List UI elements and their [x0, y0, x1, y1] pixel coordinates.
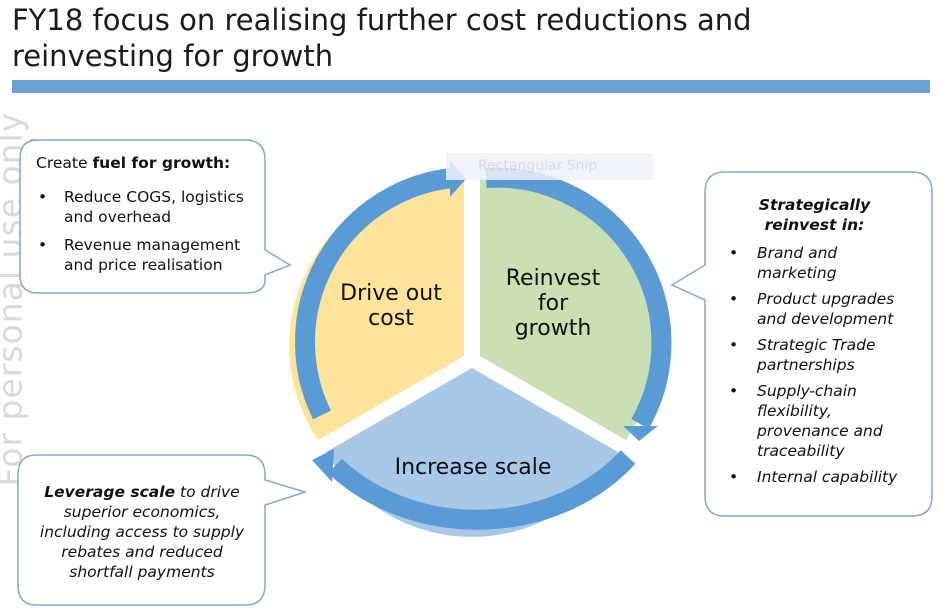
- bottom-callout-line-1: Leverage scale to drive: [22, 482, 262, 502]
- right-heading-line-2: reinvest in:: [764, 216, 865, 234]
- top-arc-arrow: [294, 168, 454, 420]
- bullet-line: partnerships: [757, 356, 855, 374]
- bottom-callout-text: Leverage scale to drive superior economi…: [22, 482, 262, 582]
- left-callout-intro-bold: fuel for growth:: [92, 154, 231, 172]
- page-title: FY18 focus on realising further cost red…: [12, 2, 912, 74]
- bullet-line: marketing: [757, 264, 837, 282]
- list-item: Revenue management and price realisation: [36, 235, 261, 275]
- bottom-callout-line-4: rebates and reduced: [61, 543, 223, 561]
- reinvest-line-1: Reinvest: [505, 266, 601, 291]
- bottom-arrowhead-icon: [312, 449, 334, 482]
- bullet-line: flexibility,: [757, 402, 832, 420]
- list-item: Product upgrades and development: [727, 289, 922, 329]
- right-callout-heading: Strategically reinvest in:: [727, 195, 922, 235]
- reinvest-line-3: growth: [514, 316, 592, 341]
- bottom-callout-bold: Leverage scale: [44, 483, 176, 501]
- list-item: Strategic Trade partnerships: [727, 335, 922, 375]
- bullet-line: Brand and: [757, 244, 838, 262]
- bullet-line: provenance and: [757, 422, 883, 440]
- bullet-line: and price realisation: [64, 256, 223, 274]
- bullet-line: Reduce COGS, logistics: [64, 188, 244, 206]
- left-callout-intro: Create fuel for growth:: [36, 153, 261, 173]
- bottom-callout-line-3: including access to supply: [39, 523, 245, 541]
- bullet-line: traceability: [757, 442, 845, 460]
- bottom-callout-box: [17, 454, 308, 606]
- right-heading-line-1: Strategically: [758, 196, 871, 214]
- drive-out-cost-line-2: cost: [368, 306, 414, 331]
- list-item: Reduce COGS, logistics and overhead: [36, 187, 261, 227]
- right-arc-arrow: [485, 167, 672, 429]
- bullet-line: Supply-chain: [757, 382, 857, 400]
- left-callout-intro-plain: Create: [36, 154, 93, 172]
- title-underline-bar: [12, 80, 930, 93]
- right-arrowhead-icon: [623, 426, 658, 441]
- bottom-arc-arrow: [328, 450, 636, 530]
- list-item: Brand and marketing: [727, 243, 922, 283]
- bullet-line: Product upgrades: [757, 290, 895, 308]
- bullet-line: Revenue management: [64, 236, 241, 254]
- list-item: Supply-chain flexibility, provenance and…: [727, 381, 922, 461]
- bullet-line: and overhead: [64, 208, 172, 226]
- increase-scale-label: Increase scale: [394, 455, 552, 480]
- title-line-2: reinvesting for growth: [12, 39, 334, 73]
- reinvest-label: Reinvest for growth: [492, 266, 614, 341]
- right-callout-text: Strategically reinvest in: Brand and mar…: [727, 195, 922, 487]
- drive-out-cost-line-1: Drive out: [340, 281, 442, 306]
- left-callout-text: Create fuel for growth: Reduce COGS, log…: [36, 153, 261, 275]
- left-callout-list: Reduce COGS, logistics and overhead Reve…: [36, 187, 261, 275]
- bottom-callout-rest: to drive: [175, 483, 240, 501]
- list-item: Internal capability: [727, 467, 922, 487]
- right-callout-list: Brand and marketing Product upgrades and…: [727, 243, 922, 487]
- increase-scale-segment: [326, 368, 618, 537]
- bullet-line: and development: [757, 310, 894, 328]
- bullet-line: Strategic Trade: [757, 336, 876, 354]
- reinvest-segment: [480, 177, 655, 440]
- bottom-callout-line-5: shortfall payments: [69, 563, 215, 581]
- drive-out-cost-label: Drive out cost: [326, 281, 456, 331]
- bottom-callout-line-2: superior economics,: [63, 503, 221, 521]
- title-line-1: FY18 focus on realising further cost red…: [12, 3, 752, 37]
- rectangular-snip-overlay: Rectangular Snip: [446, 153, 653, 180]
- reinvest-line-2: for: [537, 291, 569, 316]
- bullet-line: Internal capability: [757, 468, 898, 486]
- snip-overlay-label: Rectangular Snip: [478, 158, 598, 174]
